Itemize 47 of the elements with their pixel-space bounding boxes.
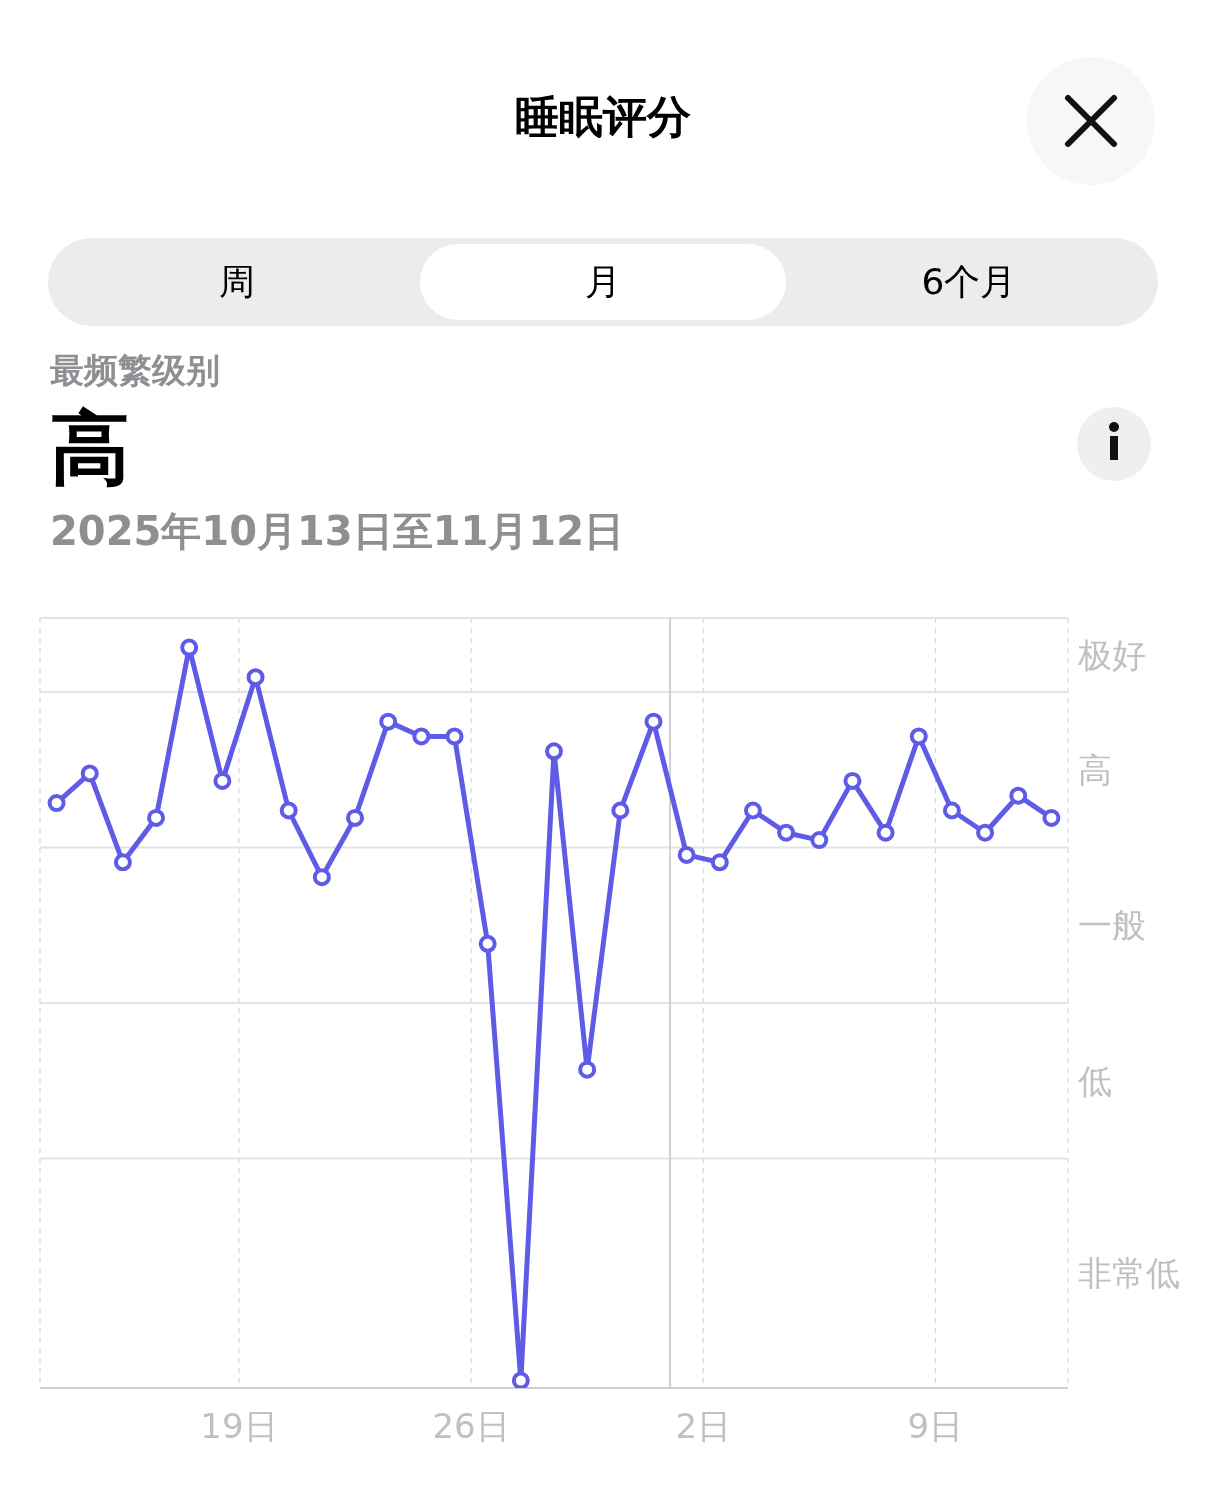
x-tick-label: 19日 xyxy=(200,1406,278,1447)
point xyxy=(147,808,166,827)
point xyxy=(1042,808,1061,827)
point xyxy=(876,823,895,842)
text: 非常低 xyxy=(1078,1252,1180,1296)
text: 极好 xyxy=(1078,634,1146,677)
text: 最频繁级别 xyxy=(50,349,221,392)
text: 一般 xyxy=(1078,904,1146,948)
point xyxy=(942,801,961,820)
point xyxy=(743,801,762,820)
point xyxy=(180,638,199,657)
text: 6个月 xyxy=(920,259,1018,304)
point xyxy=(578,1060,597,1079)
x-tick-label: 9日 xyxy=(907,1406,964,1447)
point xyxy=(710,853,729,872)
chart-subtitle: 2025年10月13日至11月12日 xyxy=(50,507,625,556)
chart-title: 睡眠评分 xyxy=(514,90,692,144)
point xyxy=(976,823,995,842)
text: 低 xyxy=(1078,1059,1112,1103)
point xyxy=(545,742,563,761)
point xyxy=(379,712,398,731)
point xyxy=(213,771,232,790)
point xyxy=(279,801,298,820)
point xyxy=(644,712,663,731)
point xyxy=(677,845,696,864)
text: 周 xyxy=(218,259,256,304)
point xyxy=(478,934,497,953)
point xyxy=(445,727,464,746)
point xyxy=(611,801,630,820)
text: 高 xyxy=(50,401,131,497)
point xyxy=(511,1371,530,1388)
point xyxy=(777,823,796,842)
point xyxy=(246,668,265,687)
text: 月 xyxy=(420,244,786,320)
point xyxy=(80,764,99,783)
point xyxy=(312,868,331,887)
text: 高 xyxy=(1078,748,1112,792)
point xyxy=(412,727,431,746)
point xyxy=(346,808,365,827)
point xyxy=(1009,786,1028,805)
point xyxy=(909,727,928,746)
point xyxy=(810,831,829,850)
point xyxy=(113,853,132,872)
x-tick-label: 26日 xyxy=(432,1406,510,1447)
point xyxy=(47,794,66,813)
x-tick-label: 2日 xyxy=(675,1406,732,1447)
point xyxy=(843,771,862,790)
